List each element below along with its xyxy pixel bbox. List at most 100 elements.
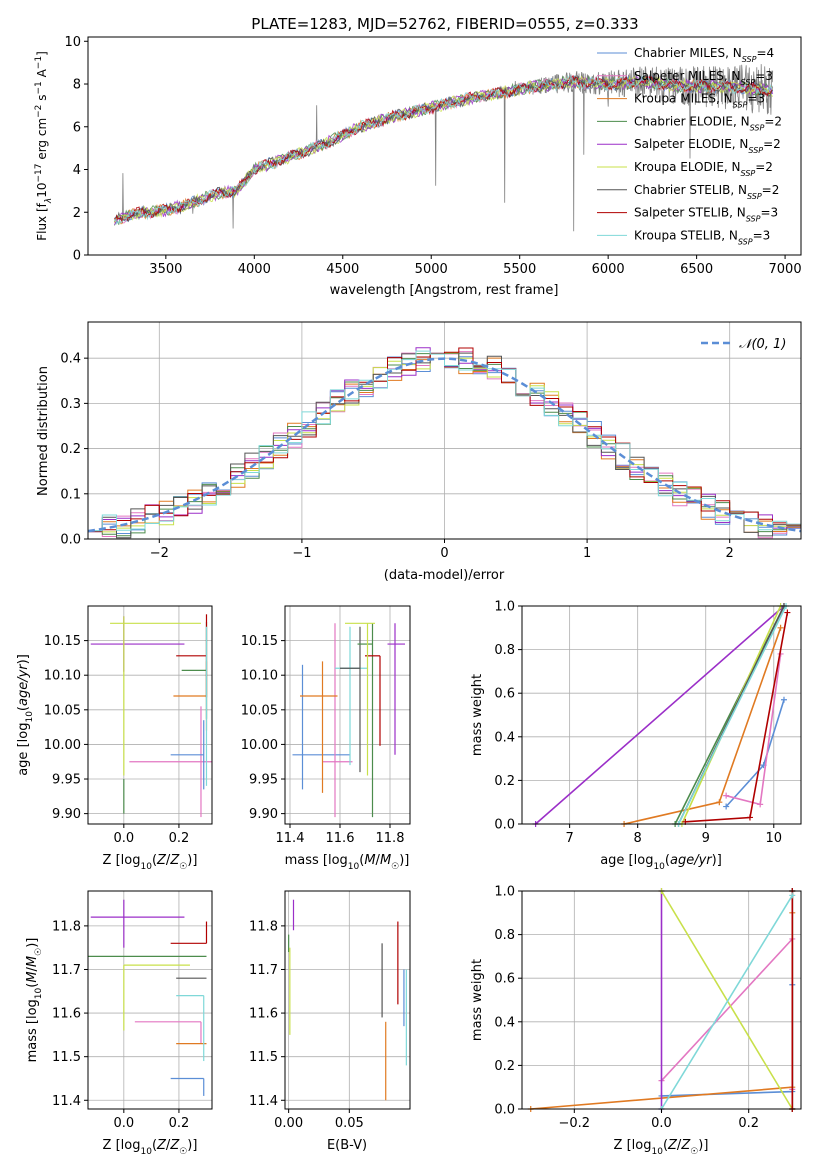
residuals-ticks: −2 −1 0 1 2 0.0 0.1 0.2 0.3 0.4: [60, 352, 734, 561]
legend-label: Kroupa MILES, NSSP=3: [634, 92, 765, 110]
y-tick-label: 0: [73, 249, 81, 264]
y-tick-label: 11.8: [249, 919, 278, 934]
y-tick-label: 10.00: [241, 738, 278, 753]
legend-label: Chabrier STELIB, NSSP=2: [634, 183, 779, 201]
x-tick-label: 0.05: [335, 1116, 364, 1131]
mass-weight-vs-age-xlabel: age [log10(age/yr)]: [600, 853, 722, 872]
x-tick-label: 2: [726, 546, 734, 561]
mass-vs-ebv-marks: [288, 899, 407, 1101]
age-vs-z-panel: 0.0 0.2 9.90 9.95 10.00 10.05 10.10 10.15 Z [lo…: [16, 605, 213, 872]
age-vs-z-xlabel: Z [log10(Z/Z☉)]: [103, 853, 198, 872]
y-tick-label: 10.10: [241, 669, 278, 684]
spectrum-marks: [114, 64, 774, 232]
mass-weight-vs-age-frame: [521, 605, 802, 825]
y-tick-label: 11.4: [249, 1094, 278, 1109]
mass-weight-vs-z-ylabel: mass weight: [470, 959, 485, 1041]
y-tick-label: 11.7: [52, 963, 81, 978]
spectrum-legend: Chabrier MILES, NSSP=4 Salpeter MILES, NS…: [597, 46, 782, 246]
age-vs-z-ticks: 0.0 0.2 9.90 9.95 10.00 10.05 10.10 10.15: [44, 634, 189, 846]
mass-weight-marker: [789, 892, 796, 899]
y-tick-label: 11.6: [249, 1007, 278, 1022]
x-tick-label: 9: [702, 831, 710, 846]
age-vs-z-frame: [87, 605, 213, 825]
mass-vs-z-grid: [88, 891, 212, 1109]
mass-vs-z-xlabel: Z [log10(Z/Z☉)]: [103, 1138, 198, 1157]
legend-label: Salpeter STELIB, NSSP=3: [634, 206, 778, 224]
residuals-marks: [87, 347, 802, 539]
x-tick-label: 11.8: [376, 831, 405, 846]
y-tick-label: 10.05: [241, 703, 278, 718]
residuals-ylabel: Normed distribution: [36, 366, 51, 496]
y-tick-label: 4: [73, 163, 81, 178]
mass-weight-line: [660, 936, 794, 1090]
age-vs-mass-grid: [285, 606, 410, 824]
mass-weight-vs-age-marks: [532, 603, 791, 827]
y-tick-label: 10: [64, 35, 81, 50]
mass-weight-marker: [716, 799, 723, 806]
age-vs-mass-marks: [292, 622, 405, 818]
y-tick-label: 11.4: [52, 1094, 81, 1109]
x-tick-label: 11.6: [326, 831, 355, 846]
mass-vs-ebv-grid: [285, 891, 410, 1109]
x-tick-label: 7: [565, 831, 573, 846]
y-tick-label: 11.5: [249, 1050, 278, 1065]
mass-weight-vs-age-panel: 7 8 9 10 0.0 0.2 0.4 0.6 0.8 1.0 age [log10(age/y…: [470, 600, 802, 872]
legend-normal-label: 𝒩(0, 1): [739, 337, 786, 352]
spectrum-model-line: [114, 75, 774, 222]
spectrum-model-line: [114, 74, 774, 225]
x-tick-label: 10: [766, 831, 783, 846]
residuals-panel: −2 −1 0 1 2 0.0 0.1 0.2 0.3 0.4 (data-model)/erro…: [36, 321, 802, 583]
y-tick-label: 9.95: [52, 773, 81, 788]
mass-vs-z-marks: [88, 899, 208, 1096]
x-tick-label: 7000: [769, 262, 802, 277]
y-tick-label: 0.0: [494, 1103, 515, 1118]
spectrum-xlabel: wavelength [Angstrom, rest frame]: [330, 283, 559, 298]
x-tick-label: −1: [292, 546, 311, 561]
x-tick-label: 0.2: [169, 831, 190, 846]
mass-weight-vs-age-ylabel: mass weight: [470, 674, 485, 756]
mass-weight-line: [725, 653, 782, 806]
x-tick-label: 0.0: [651, 1116, 672, 1131]
age-vs-z-ylabel: age [log10(age/yr)]: [16, 654, 35, 776]
x-tick-label: 0: [440, 546, 448, 561]
x-tick-label: 3500: [149, 262, 182, 277]
x-tick-label: 4500: [326, 262, 359, 277]
age-vs-mass-panel: 11.4 11.6 11.8 9.90 9.95 10.00 10.05 10.10 10.15…: [241, 605, 411, 872]
y-tick-label: 2: [73, 206, 81, 221]
y-tick-label: 0.1: [60, 487, 81, 502]
y-tick-label: 11.5: [52, 1050, 81, 1065]
y-tick-label: 0.4: [494, 730, 515, 745]
x-tick-label: 11.4: [276, 831, 305, 846]
mass-weight-marker: [723, 803, 730, 810]
age-vs-z-marks: [90, 614, 212, 818]
mass-vs-ebv-ticks: 0.00 0.05 11.4 11.5 11.6 11.7 11.8: [249, 919, 364, 1131]
mass-vs-z-ylabel: mass [log10(M/M☉)]: [25, 938, 44, 1063]
x-tick-label: 6500: [680, 262, 713, 277]
y-tick-label: 0.8: [494, 928, 515, 943]
mass-weight-vs-z-xlabel: Z [log10(Z/Z☉)]: [614, 1138, 709, 1157]
mass-weight-line: [535, 605, 785, 825]
legend-label: Salpeter ELODIE, NSSP=2: [634, 137, 781, 155]
y-tick-label: 11.7: [249, 963, 278, 978]
age-vs-mass-xlabel: mass [log10(M/M☉)]: [285, 853, 410, 872]
spectrum-ticks: 3500 4000 4500 5000 5500 6000 6500 7000 0 2 4 6 8 10: [64, 35, 801, 277]
mass-vs-z-ticks: 0.0 0.2 11.4 11.5 11.6 11.7 11.8: [52, 919, 189, 1131]
spectrum-ylabel: Flux [fλ10−17 erg cm−2 s−1 A−1]: [34, 51, 54, 241]
mass-weight-line: [660, 894, 793, 1110]
mass-weight-vs-age-ticks: 7 8 9 10 0.0 0.2 0.4 0.6 0.8 1.0: [494, 600, 782, 847]
y-tick-label: 0.2: [60, 442, 81, 457]
y-tick-label: 1.0: [494, 885, 515, 900]
y-tick-label: 10.15: [241, 634, 278, 649]
mass-weight-marker: [784, 609, 791, 616]
figure-title: PLATE=1283, MJD=52762, FIBERID=0555, z=0…: [251, 15, 638, 33]
histogram-step-line: [87, 350, 801, 539]
y-tick-label: 10.00: [44, 738, 81, 753]
y-tick-label: 0.4: [60, 352, 81, 367]
y-tick-label: 10.05: [44, 703, 81, 718]
y-tick-label: 0.6: [494, 972, 515, 987]
residuals-legend: 𝒩(0, 1): [701, 337, 786, 352]
age-vs-mass-ticks: 11.4 11.6 11.8 9.90 9.95 10.00 10.05 10.10 10.15: [241, 634, 405, 846]
y-tick-label: 9.90: [249, 807, 278, 822]
y-tick-label: 11.6: [52, 1007, 81, 1022]
